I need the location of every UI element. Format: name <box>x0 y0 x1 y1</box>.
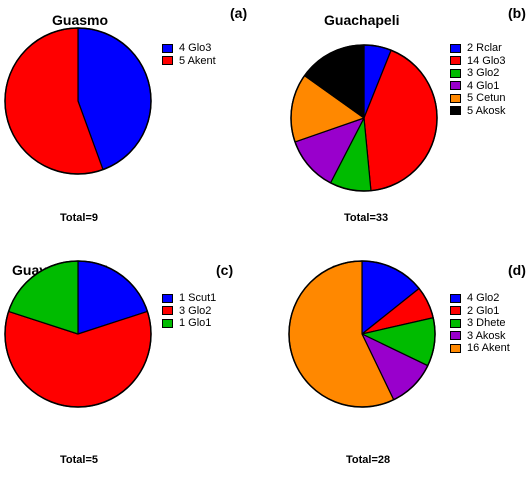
legend-swatch <box>450 93 461 103</box>
pie-outline <box>4 27 152 175</box>
legend-item: 2 Glo1 <box>450 305 510 318</box>
legend-item: 5 Akent <box>162 55 216 68</box>
legend-swatch <box>450 331 461 341</box>
legend-label: 14 Glo3 <box>467 54 506 67</box>
legend-swatch <box>450 81 461 91</box>
legend-label: 3 Glo2 <box>467 67 500 80</box>
legend-swatch <box>162 43 173 53</box>
chart-legend: 1 Scut1 3 Glo2 1 Glo1 <box>162 292 216 330</box>
legend-item: 3 Akosk <box>450 330 510 343</box>
legend-swatch <box>450 43 461 53</box>
legend-label: 2 Rclar <box>467 42 502 55</box>
pie-outline <box>4 260 152 408</box>
legend-item: 4 Glo3 <box>162 42 216 55</box>
panel-label: (c) <box>216 262 234 278</box>
chart-panel: Guasmo (a) 4 Glo3 5 Akent Total=9 <box>0 0 264 242</box>
chart-title: Guachapeli <box>324 12 400 28</box>
legend-swatch <box>450 343 461 353</box>
legend-label: 1 Glo1 <box>179 317 212 330</box>
legend-swatch <box>450 106 461 116</box>
legend-swatch <box>162 318 173 328</box>
chart-panel: Guachapeli (b) 2 Rclar 14 Glo3 3 Glo2 4 Glo1 5… <box>264 0 528 242</box>
legend-label: 4 Glo1 <box>467 79 500 92</box>
panel-label: (b) <box>508 5 526 21</box>
legend-swatch <box>450 56 461 66</box>
panel-label: (d) <box>508 262 526 278</box>
legend-label: 5 Cetun <box>467 92 506 105</box>
legend-label: 4 Glo2 <box>467 292 500 305</box>
pie-chart <box>290 44 438 192</box>
legend-label: 16 Akent <box>467 342 510 355</box>
pie-outline <box>290 44 438 192</box>
pie-chart <box>4 260 152 408</box>
legend-swatch <box>162 293 173 303</box>
legend-swatch <box>450 318 461 328</box>
legend-item: 3 Dhete <box>450 317 510 330</box>
legend-label: 3 Dhete <box>467 317 506 330</box>
legend-label: 3 Glo2 <box>179 304 212 317</box>
total-label: Total=9 <box>60 212 99 224</box>
pie-chart <box>4 27 152 175</box>
panel-label: (a) <box>230 5 248 21</box>
legend-item: 5 Cetun <box>450 92 506 105</box>
legend-item: 1 Glo1 <box>162 317 216 330</box>
pie-outline <box>288 260 436 408</box>
legend-swatch <box>162 306 173 316</box>
legend-item: 16 Akent <box>450 342 510 355</box>
legend-item: 3 Glo2 <box>450 67 506 80</box>
chart-title: Guasmo <box>52 12 109 28</box>
pie-chart <box>288 260 436 408</box>
legend-label: 2 Glo1 <box>467 304 500 317</box>
total-label: Total=33 <box>344 212 389 224</box>
legend-swatch <box>162 56 173 66</box>
total-label: Total=28 <box>346 454 391 466</box>
chart-legend: 4 Glo2 2 Glo1 3 Dhete 3 Akosk 16 Akent <box>450 292 510 355</box>
chart-legend: 2 Rclar 14 Glo3 3 Glo2 4 Glo1 5 Cetun 5 Akosk <box>450 42 506 117</box>
legend-item: 1 Scut1 <box>162 292 216 305</box>
legend-label: 5 Akosk <box>467 104 506 117</box>
legend-item: 3 Glo2 <box>162 305 216 318</box>
legend-swatch <box>450 306 461 316</box>
legend-item: 14 Glo3 <box>450 55 506 68</box>
legend-item: 5 Akosk <box>450 105 506 118</box>
legend-swatch <box>450 68 461 78</box>
legend-item: 2 Rclar <box>450 42 506 55</box>
legend-label: 1 Scut1 <box>179 292 217 305</box>
legend-label: 4 Glo3 <box>179 42 212 55</box>
chart-legend: 4 Glo3 5 Akent <box>162 42 216 67</box>
legend-label: 3 Akosk <box>467 329 506 342</box>
legend-label: 5 Akent <box>179 54 216 67</box>
legend-item: 4 Glo2 <box>450 292 510 305</box>
legend-swatch <box>450 293 461 303</box>
legend-item: 4 Glo1 <box>450 80 506 93</box>
total-label: Total=5 <box>60 454 99 466</box>
